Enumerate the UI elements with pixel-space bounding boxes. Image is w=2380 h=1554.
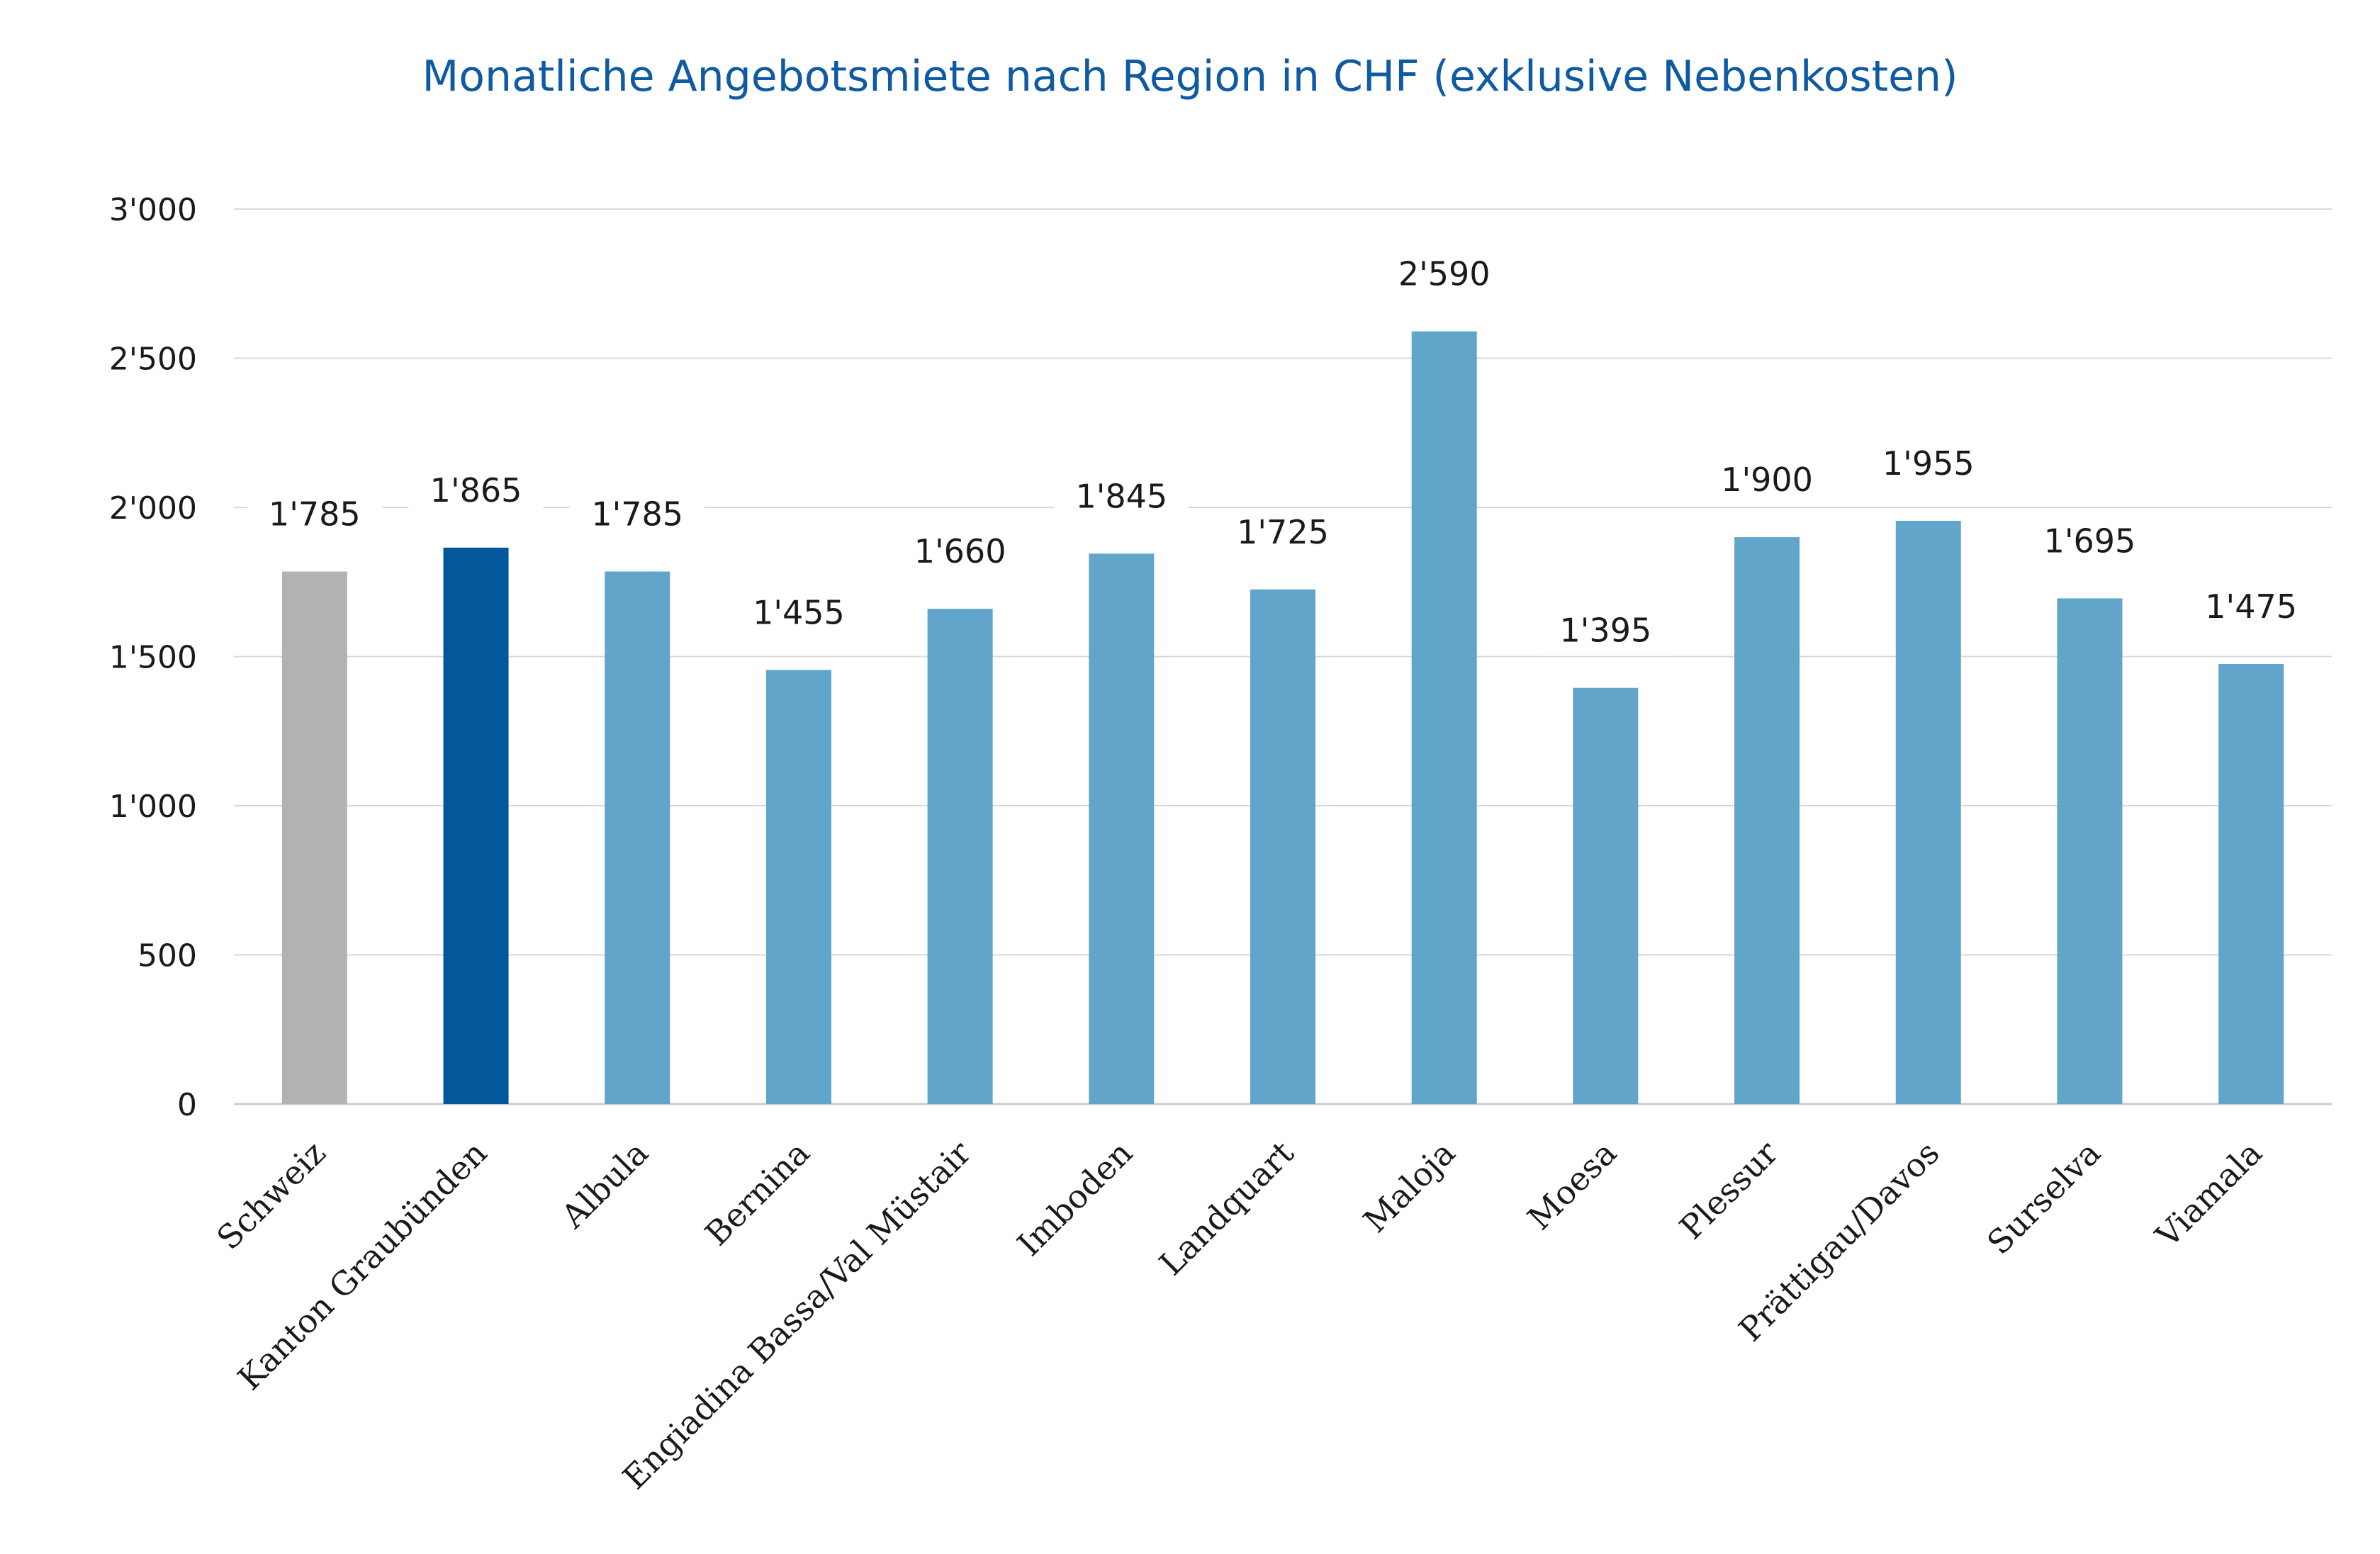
- x-tick-label: Maloja: [1356, 1134, 1462, 1240]
- y-axis: 0 500 1'000 1'500 2'000 2'500 3'000: [109, 192, 197, 1123]
- data-label-background: [2184, 585, 2319, 633]
- bar: [1089, 553, 1155, 1104]
- data-label-background: [570, 492, 705, 540]
- data-label-background: [1860, 441, 1996, 489]
- bar: [2218, 664, 2284, 1104]
- x-tick-label: Landquart: [1152, 1133, 1301, 1283]
- x-tick-label: Viamala: [2148, 1134, 2269, 1256]
- x-tick-label: Surselva: [1980, 1134, 2108, 1262]
- data-label-background: [731, 591, 866, 638]
- bar: [765, 670, 831, 1104]
- bars: [281, 331, 2284, 1104]
- x-tick-label: Bernina: [697, 1134, 817, 1254]
- data-label: 1'900: [1721, 461, 1813, 499]
- data-label: 1'955: [1882, 444, 1975, 483]
- bar: [1895, 520, 1961, 1104]
- bar: [927, 609, 993, 1104]
- y-tick-label: 0: [177, 1087, 197, 1123]
- data-label-background: [408, 468, 544, 516]
- data-label: 1'695: [2044, 522, 2136, 560]
- data-label: 1'785: [591, 495, 683, 534]
- bar: [1573, 687, 1639, 1104]
- bar: [2057, 598, 2123, 1104]
- x-tick-label: Plessur: [1672, 1134, 1785, 1247]
- data-label-background: [892, 530, 1028, 578]
- data-label: 1'785: [269, 495, 361, 534]
- data-label: 1'865: [430, 471, 522, 509]
- data-label: 1'660: [914, 532, 1006, 570]
- data-label: 1'395: [1560, 612, 1652, 650]
- data-label-background: [2022, 519, 2157, 567]
- data-label-background: [1700, 458, 1835, 506]
- data-label: 1'725: [1237, 513, 1329, 551]
- x-tick-label: Engiadina Bassa/Val Müstair: [615, 1134, 978, 1497]
- y-tick-label: 2'500: [109, 342, 197, 378]
- y-tick-label: 1'500: [109, 640, 197, 676]
- x-tick-label: Moesa: [1520, 1134, 1624, 1237]
- data-label-background: [247, 492, 382, 540]
- data-label-background: [1216, 510, 1350, 558]
- chart-title: Monatliche Angebotsmiete nach Region in …: [422, 52, 1958, 101]
- x-tick-label: Schweiz: [209, 1134, 332, 1257]
- y-tick-label: 2'000: [109, 490, 197, 527]
- data-label: 2'590: [1398, 255, 1491, 293]
- data-labels: 1'785 1'865 1'785 1'455 1'660 1'845 1'725 2'590…: [247, 252, 2319, 656]
- bar: [281, 571, 347, 1104]
- bar: [443, 547, 509, 1104]
- x-tick-label: Albula: [554, 1134, 656, 1236]
- data-label-background: [1538, 609, 1673, 656]
- y-tick-label: 1'000: [109, 789, 197, 825]
- data-label-background: [1054, 475, 1189, 522]
- bar: [1734, 537, 1800, 1104]
- data-label: 1'845: [1075, 477, 1167, 515]
- y-tick-label: 3'000: [109, 192, 197, 228]
- data-label: 1'475: [2205, 587, 2297, 626]
- bar: [1250, 589, 1315, 1104]
- bar: [605, 571, 670, 1104]
- data-label: 1'455: [753, 593, 845, 631]
- bar: [1411, 331, 1477, 1104]
- y-tick-label: 500: [137, 938, 197, 974]
- x-tick-label: Imboden: [1010, 1134, 1140, 1263]
- data-label-background: [1376, 252, 1512, 300]
